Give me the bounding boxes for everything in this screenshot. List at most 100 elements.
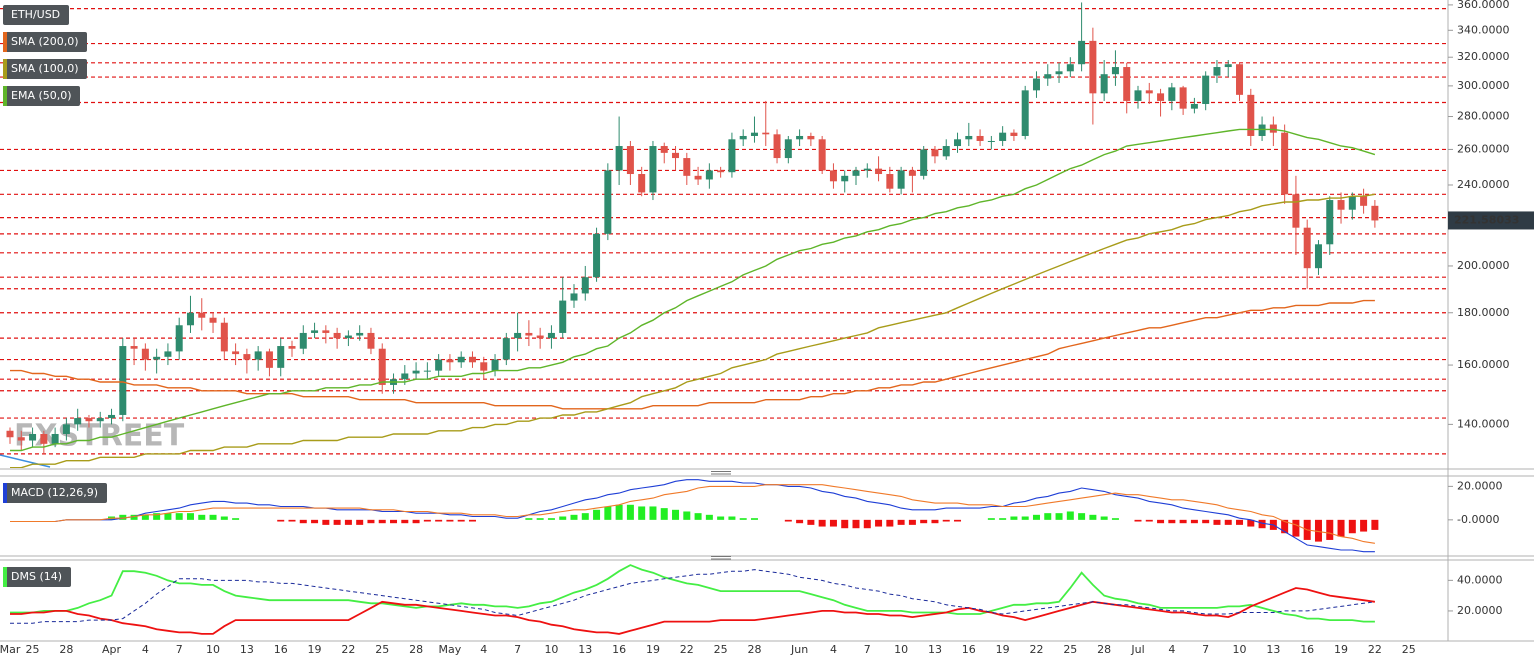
candle-body: [1190, 104, 1198, 109]
y-tick-label: -0.0000: [1457, 513, 1499, 526]
x-tick-label: 7: [864, 643, 871, 656]
y-tick-label: 20.0000: [1457, 604, 1503, 617]
macd-histogram-bar: [198, 514, 206, 520]
panel-handle[interactable]: [711, 471, 731, 475]
candle-body: [1337, 200, 1345, 210]
x-tick-label: 19: [1334, 643, 1348, 656]
macd-histogram-bar: [1247, 519, 1255, 527]
candle-body: [1179, 87, 1187, 109]
macd-histogram-bar: [1089, 514, 1097, 520]
x-tick-label: 16: [1300, 643, 1314, 656]
legend-box[interactable]: [3, 32, 87, 52]
x-tick-label: 4: [142, 643, 149, 656]
x-tick-label: 4: [480, 643, 487, 656]
candle-body: [615, 146, 623, 171]
candle-body: [976, 135, 984, 141]
candle-body: [1111, 67, 1119, 75]
macd-histogram-bar: [931, 519, 939, 524]
candle-body: [265, 351, 273, 368]
macd-histogram-bar: [739, 518, 747, 520]
x-tick-label: Jun: [790, 643, 808, 656]
candle-body: [141, 348, 149, 360]
macd-histogram-bar: [1202, 519, 1210, 524]
candle-body: [220, 322, 228, 352]
candle-body: [1292, 194, 1300, 228]
indicator-line: [10, 479, 1375, 553]
candle-body: [750, 132, 758, 136]
macd-histogram-bar: [1145, 519, 1153, 522]
indicator-legend[interactable]: [3, 567, 71, 587]
macd-histogram-bar: [1100, 516, 1108, 520]
candle-body: [85, 418, 93, 422]
candle-body: [412, 370, 420, 374]
indicator-line: [10, 128, 1376, 452]
candle-body: [987, 140, 995, 142]
legend-box[interactable]: [3, 86, 80, 106]
macd-histogram-bar: [446, 519, 454, 522]
macd-histogram-bar: [1360, 519, 1368, 532]
indicator-title: MACD (12,26,9): [11, 486, 98, 499]
panel-handle[interactable]: [711, 556, 731, 560]
candle-body: [232, 351, 240, 355]
macd-histogram-bar: [1292, 519, 1300, 537]
macd-histogram-bar: [141, 514, 149, 520]
macd-histogram-bar: [153, 513, 161, 520]
price-tag-label: 221.58033: [1454, 213, 1519, 226]
macd-histogram-bar: [1236, 519, 1244, 525]
macd-histogram-bar: [1010, 516, 1018, 520]
candle-body: [40, 433, 48, 444]
macd-histogram-bar: [412, 519, 420, 524]
legend-box[interactable]: [3, 59, 87, 79]
candle-body: [762, 132, 770, 135]
candle-body: [525, 332, 533, 336]
macd-histogram-bar: [1134, 519, 1142, 522]
candle-body: [153, 356, 161, 360]
macd-histogram-bar: [604, 506, 612, 520]
macd-histogram-bar: [1258, 519, 1266, 529]
candle-body: [694, 175, 702, 180]
indicator-line: [10, 484, 1375, 544]
legend-box[interactable]: [3, 5, 69, 25]
candle-body: [367, 332, 375, 349]
candle-body: [965, 135, 973, 140]
trend-line: [0, 454, 51, 468]
macd-histogram-bar: [829, 519, 837, 527]
candle-body: [1168, 87, 1176, 101]
x-tick-label: 10: [894, 643, 908, 656]
candle-body: [649, 146, 657, 193]
x-tick-label: 13: [1266, 643, 1280, 656]
macd-histogram-bar: [525, 518, 533, 520]
x-tick-label: 16: [612, 643, 626, 656]
x-tick-label: 19: [996, 643, 1010, 656]
candle-body: [908, 170, 916, 176]
indicator-title: DMS (14): [11, 570, 62, 583]
macd-histogram-bar: [435, 519, 443, 522]
candle-body: [683, 158, 691, 176]
macd-histogram-bar: [1213, 519, 1221, 525]
candle-body: [401, 373, 409, 380]
price-tag: [1448, 211, 1534, 230]
x-tick-label: 4: [830, 643, 837, 656]
indicator-legend[interactable]: [3, 483, 107, 503]
x-tick-label: 16: [962, 643, 976, 656]
y-tick-label: 160.0000: [1457, 358, 1510, 371]
x-tick-label: 22: [680, 643, 694, 656]
candle-body: [378, 348, 386, 385]
x-tick-label: Apr: [102, 643, 122, 656]
candle-body: [863, 168, 871, 171]
x-tick-label: 25: [714, 643, 728, 656]
macd-histogram-bar: [593, 509, 601, 520]
price-panel: FXSTREET: [0, 2, 1448, 468]
macd-histogram-bar: [209, 514, 217, 520]
candle-body: [886, 174, 894, 189]
candle-body: [1021, 90, 1029, 136]
candle-body: [796, 135, 804, 140]
candle-body: [1236, 64, 1244, 95]
candle-body: [536, 335, 544, 339]
candle-body: [931, 149, 939, 157]
macd-histogram-bar: [1314, 519, 1322, 542]
macd-histogram-bar: [672, 509, 680, 520]
macd-histogram-bar: [875, 519, 883, 527]
macd-histogram-bar: [559, 516, 567, 520]
indicator-line: [10, 569, 1375, 624]
